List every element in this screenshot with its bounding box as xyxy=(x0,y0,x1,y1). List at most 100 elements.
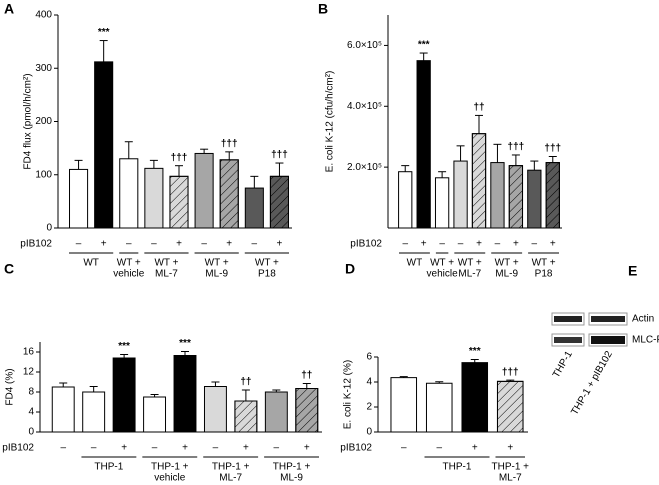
row-label: pIB102 xyxy=(20,239,52,250)
row-label: pIB102 xyxy=(2,443,34,454)
annotation: ††† xyxy=(171,152,188,163)
annotation: *** xyxy=(98,27,110,38)
x-tick-label: – xyxy=(126,239,132,250)
group-label: THP-1 xyxy=(94,462,123,473)
panel-letter: E xyxy=(628,263,637,279)
y-tick-label: 200 xyxy=(35,116,52,127)
group-label: WT + xyxy=(154,258,178,269)
bar xyxy=(461,362,489,433)
annotation: ††† xyxy=(271,150,288,161)
group-label: vehicle xyxy=(154,473,186,484)
y-tick-label: 0 xyxy=(28,427,34,438)
bar xyxy=(94,61,114,229)
group-label: P18 xyxy=(258,269,276,280)
group-label: P18 xyxy=(535,269,553,280)
column-label: THP-1 + pIB102 xyxy=(569,349,615,417)
blot-band xyxy=(554,337,582,343)
y-tick-label: 300 xyxy=(35,63,52,74)
annotation: ††† xyxy=(508,142,525,153)
annotation: *** xyxy=(469,346,481,357)
x-tick-label: – xyxy=(401,443,407,454)
bar xyxy=(194,152,214,229)
annotation: *** xyxy=(118,341,130,352)
bar-hatch xyxy=(234,400,258,433)
annotation: ††† xyxy=(221,138,238,149)
group-label: ML-9 xyxy=(280,473,303,484)
x-tick-label: – xyxy=(436,443,442,454)
group-label: THP-1 + xyxy=(491,462,529,473)
x-tick-label: + xyxy=(176,239,182,250)
bar xyxy=(398,171,413,229)
y-tick-label: 12 xyxy=(23,367,35,378)
x-tick-label: – xyxy=(274,443,280,454)
x-tick-label: + xyxy=(513,239,519,250)
x-tick-label: + xyxy=(472,443,478,454)
group-label: THP-1 + xyxy=(212,462,250,473)
x-tick-label: – xyxy=(213,443,219,454)
group-label: THP-1 + xyxy=(273,462,311,473)
x-tick-label: + xyxy=(304,443,310,454)
x-tick-label: – xyxy=(60,443,66,454)
bar xyxy=(119,158,139,229)
x-tick-label: – xyxy=(402,239,408,250)
bar xyxy=(144,167,164,229)
x-tick-label: + xyxy=(507,443,513,454)
bar xyxy=(82,391,106,433)
x-tick-label: + xyxy=(550,239,556,250)
group-label: WT xyxy=(407,258,423,269)
x-tick-label: – xyxy=(495,239,501,250)
bar xyxy=(416,60,431,229)
blot-band xyxy=(554,316,582,322)
row-label: Actin xyxy=(632,314,654,325)
row-label: MLC-P xyxy=(632,335,659,346)
annotation: *** xyxy=(418,40,430,51)
group-label: ML-9 xyxy=(495,269,518,280)
y-tick-label: 2.0×10⁵ xyxy=(347,162,382,173)
x-tick-label: + xyxy=(101,239,107,250)
x-tick-label: + xyxy=(226,239,232,250)
bar xyxy=(143,396,167,433)
group-label: WT + xyxy=(495,258,519,269)
row-label: pIB102 xyxy=(340,443,372,454)
y-axis-label: FD4 flux (pmol/h/cm²) xyxy=(23,73,34,169)
panel-letter: D xyxy=(345,261,355,277)
x-tick-label: + xyxy=(121,443,127,454)
bar xyxy=(434,177,450,229)
x-tick-label: – xyxy=(201,239,207,250)
group-label: WT xyxy=(83,258,99,269)
blot-band xyxy=(591,316,625,322)
group-label: ML-7 xyxy=(499,473,522,484)
y-tick-label: 6.0×10⁵ xyxy=(347,40,382,51)
group-label: ML-7 xyxy=(219,473,242,484)
group-label: WT + xyxy=(205,258,229,269)
row-label: pIB102 xyxy=(350,239,382,250)
x-tick-label: – xyxy=(532,239,538,250)
x-tick-label: – xyxy=(458,239,464,250)
group-label: ML-7 xyxy=(155,269,178,280)
group-label: ML-9 xyxy=(205,269,228,280)
bar xyxy=(203,386,227,433)
annotation: ††† xyxy=(502,367,519,378)
bar-hatch xyxy=(169,175,189,229)
bar-hatch xyxy=(219,159,239,229)
panel-letter: C xyxy=(4,261,14,277)
bar-hatch xyxy=(295,388,319,433)
annotation: †† xyxy=(473,102,484,113)
y-tick-label: 4.0×10⁵ xyxy=(347,101,382,112)
group-label: ML-7 xyxy=(458,269,481,280)
x-tick-label: + xyxy=(243,443,249,454)
bar xyxy=(490,162,505,229)
annotation: ††† xyxy=(544,143,561,154)
x-tick-label: – xyxy=(151,239,157,250)
group-label: WT + xyxy=(430,258,454,269)
x-tick-label: – xyxy=(91,443,97,454)
group-label: WT + xyxy=(255,258,279,269)
y-tick-label: 2 xyxy=(366,402,372,413)
x-tick-label: – xyxy=(439,239,445,250)
bar xyxy=(112,357,136,433)
bar xyxy=(51,386,75,433)
x-tick-label: + xyxy=(277,239,283,250)
y-axis-label: E. coli K-12 (cfu/h/cm²) xyxy=(325,71,336,173)
blot-band xyxy=(591,336,625,344)
